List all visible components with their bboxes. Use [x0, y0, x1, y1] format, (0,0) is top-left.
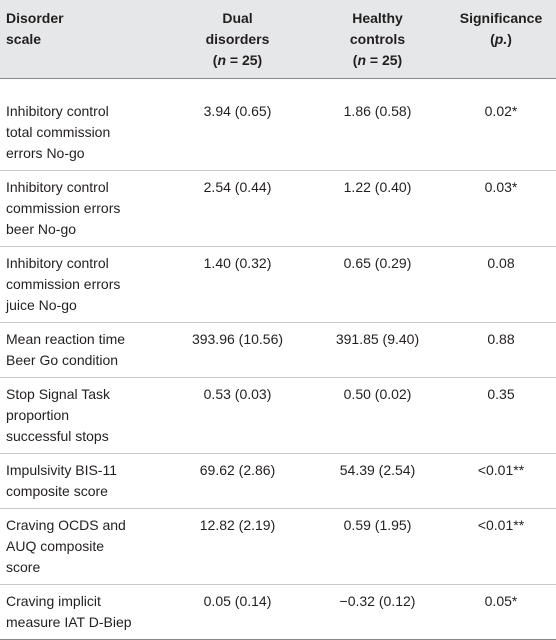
row-label-line: beer No-go: [6, 220, 77, 237]
table-body: Inhibitory control total commission errors…: [0, 79, 556, 640]
header-p: (p.): [490, 31, 512, 47]
row-healthy-value: 0.65 (0.29): [309, 246, 446, 323]
row-label: Inhibitory control total commission errors…: [0, 94, 166, 171]
row-healthy-value: 54.39 (2.54): [309, 453, 446, 509]
row-label-line: Inhibitory control: [6, 102, 109, 119]
row-significance: 0.03*: [446, 170, 556, 247]
row-label-line: measure IAT D-Biep: [6, 613, 132, 630]
row-healthy-value: 1.22 (0.40): [309, 170, 446, 247]
row-label-line: score: [6, 558, 41, 575]
row-label: Stop Signal Task proportion successful sto…: [0, 377, 166, 454]
row-label-line: proportion: [6, 406, 70, 423]
row-dual-value: 393.96 (10.56): [166, 322, 309, 378]
row-significance: <0.01**: [446, 453, 556, 509]
row-label-line: Impulsivity BIS-11: [6, 461, 117, 478]
row-healthy-value: 0.50 (0.02): [309, 377, 446, 454]
header-n: (n = 25): [352, 52, 403, 68]
table-row: Inhibitory control commission errors beer …: [0, 170, 556, 247]
table-row: Inhibitory control total commission errors…: [0, 94, 556, 171]
row-label: Craving OCDS and AUQ composite score: [0, 508, 166, 585]
row-label-line: juice No-go: [6, 296, 77, 313]
row-label-line: successful stops: [6, 427, 109, 444]
row-label-line: composite score: [6, 482, 108, 499]
row-healthy-value: −0.32 (0.12): [309, 584, 446, 640]
row-dual-value: 0.05 (0.14): [166, 584, 309, 640]
row-significance: 0.08: [446, 246, 556, 323]
header-dual-disorders: Dual disorders (n = 25): [166, 0, 309, 79]
table-row: Stop Signal Task proportion successful sto…: [0, 377, 556, 454]
row-label: Craving implicit measure IAT D-Biep: [0, 584, 166, 640]
row-label: Impulsivity BIS-11 composite score: [0, 453, 166, 509]
row-dual-value: 69.62 (2.86): [166, 453, 309, 509]
header-text: Dual: [222, 10, 253, 26]
row-label-line: Mean reaction time: [6, 330, 126, 347]
header-text: scale: [6, 31, 42, 47]
row-label-line: AUQ composite: [6, 537, 105, 554]
header-healthy-controls: Healthy controls (n = 25): [309, 0, 446, 79]
row-dual-value: 3.94 (0.65): [166, 94, 309, 171]
table-row: Impulsivity BIS-11 composite score 69.62 …: [0, 453, 556, 509]
row-label-line: commission errors: [6, 199, 121, 216]
header-text: controls: [349, 31, 406, 47]
table-spacer: [0, 79, 556, 95]
header-text: Healthy: [352, 10, 403, 26]
row-label-line: Craving OCDS and: [6, 516, 126, 533]
header-disorder-scale: Disorder scale: [0, 0, 166, 79]
row-label-line: Inhibitory control: [6, 178, 109, 195]
row-label: Inhibitory control commission errors beer …: [0, 170, 166, 247]
header-text: disorders: [205, 31, 270, 47]
table-header: Disorder scale Dual disorders (n = 25) H…: [0, 0, 556, 79]
row-significance: 0.88: [446, 322, 556, 378]
row-dual-value: 0.53 (0.03): [166, 377, 309, 454]
row-label-line: Beer Go condition: [6, 351, 119, 368]
header-text: Disorder: [6, 10, 64, 26]
row-significance: 0.35: [446, 377, 556, 454]
row-significance: 0.02*: [446, 94, 556, 171]
table-row: Inhibitory control commission errors juice…: [0, 246, 556, 323]
row-dual-value: 12.82 (2.19): [166, 508, 309, 585]
header-n: (n = 25): [212, 52, 263, 68]
row-healthy-value: 1.86 (0.58): [309, 94, 446, 171]
row-dual-value: 2.54 (0.44): [166, 170, 309, 247]
row-label: Inhibitory control commission errors juice…: [0, 246, 166, 323]
row-healthy-value: 391.85 (9.40): [309, 322, 446, 378]
table-row: Craving implicit measure IAT D-Biep 0.05 …: [0, 584, 556, 640]
header-row: Disorder scale Dual disorders (n = 25) H…: [0, 0, 556, 79]
row-label-line: commission errors: [6, 275, 121, 292]
row-label-line: Inhibitory control: [6, 254, 109, 271]
table-row: Mean reaction time Beer Go condition 393.…: [0, 322, 556, 378]
header-significance: Significance (p.): [446, 0, 556, 79]
row-label: Mean reaction time Beer Go condition: [0, 322, 166, 378]
header-text: Significance: [459, 10, 543, 26]
row-healthy-value: 0.59 (1.95): [309, 508, 446, 585]
row-dual-value: 1.40 (0.32): [166, 246, 309, 323]
row-significance: <0.01**: [446, 508, 556, 585]
row-label-line: total commission: [6, 123, 111, 140]
row-significance: 0.05*: [446, 584, 556, 640]
row-label-line: Stop Signal Task: [6, 385, 111, 402]
row-label-line: errors No-go: [6, 144, 85, 161]
table-row: Craving OCDS and AUQ composite score 12.82…: [0, 508, 556, 585]
